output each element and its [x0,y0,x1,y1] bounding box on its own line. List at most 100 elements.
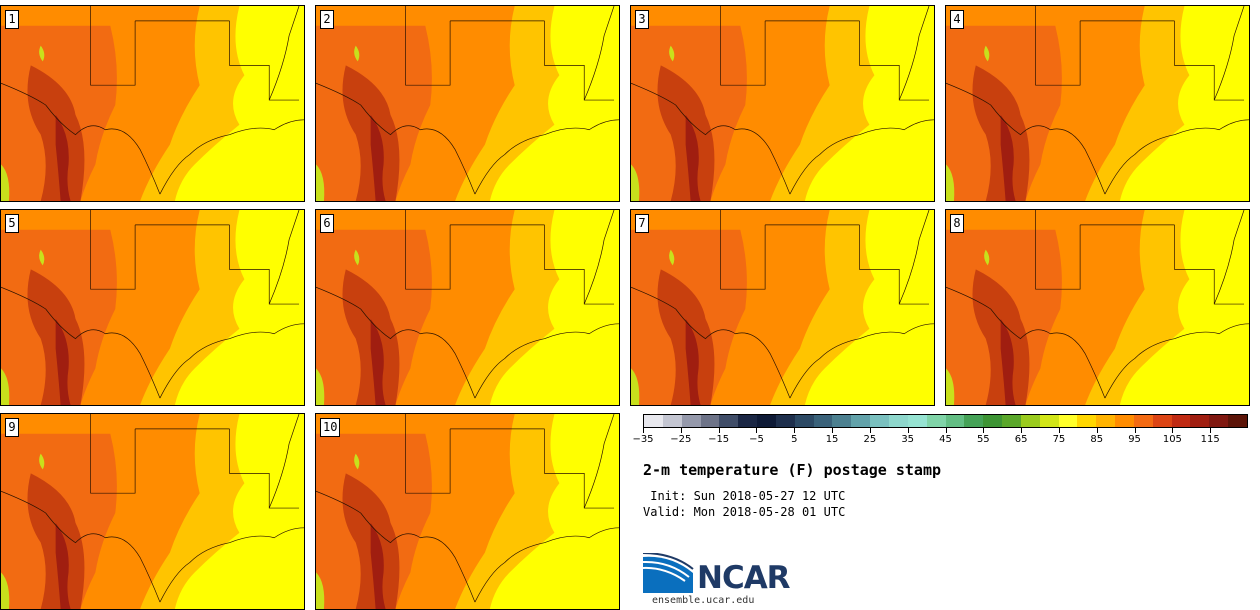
member-panel-3: 3 [630,5,935,202]
temperature-map [316,6,619,201]
colorbar-swatch [1096,415,1116,427]
colorbar-tick-label: 45 [939,434,952,445]
colorbar-swatch [719,415,739,427]
colorbar-tick-label: 15 [825,434,839,445]
colorbar-swatch [964,415,984,427]
member-panel-6: 6 [315,209,620,406]
colorbar-swatch [794,415,814,427]
colorbar-swatch [681,415,701,427]
colorbar-tick [983,428,985,433]
colorbar-swatch [851,415,871,427]
colorbar-tick [907,428,909,433]
colorbar-swatch [1039,415,1059,427]
colorbar-tick-label: −25 [670,434,692,445]
colorbar-tick-label: 105 [1162,434,1182,445]
ncar-logo-text: NCAR [697,560,791,596]
colorbar-tick-label: −35 [632,434,654,445]
init-time: Init: Sun 2018-05-27 12 UTC [643,489,846,503]
colorbar-swatch [1209,415,1229,427]
plot-title: 2-m temperature (F) postage stamp [643,461,942,479]
colorbar-tick-label: 85 [1090,434,1104,445]
colorbar-tick [756,428,758,433]
colorbar-swatch [775,415,795,427]
colorbar-swatch [1133,415,1153,427]
colorbar-tick [643,428,644,433]
colorbar-swatch [644,415,663,427]
member-panel-4: 4 [945,5,1250,202]
member-label: 3 [635,10,649,29]
member-panel-9: 9 [0,413,305,610]
colorbar-tick-label: 95 [1128,434,1141,445]
colorbar-swatch [1171,415,1191,427]
member-label: 10 [320,418,341,437]
colorbar-swatch [813,415,833,427]
colorbar-tick [869,428,871,433]
member-label: 5 [5,214,19,233]
colorbar-tick [832,428,834,433]
colorbar-tick [794,428,796,433]
colorbar-swatch [1190,415,1210,427]
member-label: 1 [5,10,19,29]
colorbar-swatch [1002,415,1021,427]
temperature-map [631,210,934,405]
colorbar-swatch [983,415,1003,427]
member-panel-7: 7 [630,209,935,406]
member-label: 8 [950,214,964,233]
colorbar-tick [718,428,720,433]
member-label: 2 [320,10,334,29]
colorbar-tick-label: 5 [791,434,798,445]
colorbar-swatch [926,415,946,427]
member-panel-1: 1 [0,5,305,202]
colorbar-swatch [662,415,682,427]
valid-time: Valid: Mon 2018-05-28 01 UTC [643,505,846,519]
member-label: 9 [5,418,19,437]
colorbar-tick-label: 115 [1200,434,1220,445]
temperature-map [946,6,1249,201]
member-panel-10: 10 [315,413,620,610]
colorbar-swatch [1152,415,1172,427]
temperature-map [1,6,304,201]
colorbar-ticks: −35 −25 −15 −5 5 15 25 35 45 55 65 75 85 95 105 115 [632,428,1248,450]
colorbar [643,414,1248,428]
colorbar-tick [1172,428,1174,433]
colorbar-tick-label: 65 [1014,434,1028,445]
colorbar-swatch [757,415,776,427]
member-panel-2: 2 [315,5,620,202]
colorbar-tick-label: 55 [976,434,990,445]
colorbar-tick-label: 75 [1052,434,1066,445]
site-url: ensemble.ucar.edu [652,595,755,606]
colorbar-tick [945,428,947,433]
member-label: 6 [320,214,334,233]
colorbar-tick-label: 35 [901,434,915,445]
temperature-map [946,210,1249,405]
member-label: 4 [950,10,964,29]
colorbar-swatch [907,415,927,427]
colorbar-swatch [1228,415,1247,427]
colorbar-tick [1096,428,1098,433]
colorbar-tick [1058,428,1060,433]
colorbar-tick [1210,428,1212,433]
temperature-map [1,414,304,609]
colorbar-swatch [888,415,908,427]
colorbar-tick [1134,428,1136,433]
colorbar-swatch [1115,415,1134,427]
colorbar-swatch [870,415,889,427]
member-panel-8: 8 [945,209,1250,406]
colorbar-tick [1021,428,1023,433]
temperature-map [631,6,934,201]
colorbar-swatch [700,415,720,427]
colorbar-tick-label: −5 [749,434,764,445]
temperature-map [316,210,619,405]
colorbar-swatch [945,415,965,427]
colorbar-swatch [832,415,852,427]
temperature-map [1,210,304,405]
colorbar-tick [680,428,682,433]
colorbar-tick-label: 25 [863,434,877,445]
temperature-map [316,414,619,609]
ncar-logo-icon [643,553,694,593]
colorbar-swatch [738,415,758,427]
colorbar-tick-label: −15 [708,434,730,445]
colorbar-swatch [1077,415,1097,427]
member-panel-5: 5 [0,209,305,406]
member-label: 7 [635,214,649,233]
